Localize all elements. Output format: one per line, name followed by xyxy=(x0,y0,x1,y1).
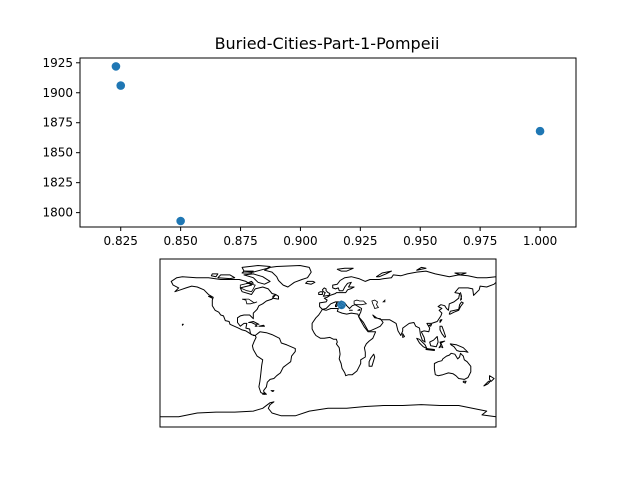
landmass-vancouver-island xyxy=(208,295,213,299)
landmass-svalbard xyxy=(336,267,354,272)
landmass-sakhalin xyxy=(460,292,462,301)
scatter-point xyxy=(535,126,545,136)
landmass-hainan xyxy=(428,323,433,327)
landmass-baffin-island xyxy=(243,273,271,285)
great-lakes xyxy=(241,298,258,305)
y-tick-label: 1850 xyxy=(42,146,73,160)
landmass-australia xyxy=(433,352,472,380)
x-tick-label: 0.825 xyxy=(104,234,138,248)
y-tick-label: 1900 xyxy=(42,86,73,100)
landmass-cyprus xyxy=(357,308,361,311)
landmass-caribbean-jamaica xyxy=(254,324,258,327)
hudson-bay xyxy=(239,282,256,293)
landmass-africa xyxy=(311,308,377,377)
chart-title: Buried-Cities-Part-1-Pompeii xyxy=(215,34,440,53)
landmass-borneo xyxy=(429,336,439,348)
landmass-falklands xyxy=(270,390,275,392)
world-map xyxy=(159,258,497,428)
y-tick-label: 1875 xyxy=(42,116,73,130)
landmass-newfoundland xyxy=(272,294,279,300)
landmass-japan xyxy=(448,301,464,315)
landmass-antarctica xyxy=(160,401,496,427)
map-point xyxy=(337,300,346,310)
x-tick-label: 1.000 xyxy=(523,234,557,248)
landmass-ireland xyxy=(318,291,323,295)
scatter-point xyxy=(111,62,121,71)
x-tick-label: 0.925 xyxy=(343,234,377,248)
landmass-tierra-del-fuego xyxy=(262,392,267,395)
scatter-plot: 0.825 0.850 0.875 0.900 0.925 0.950 0.975 1.000… xyxy=(42,56,577,248)
landmass-victoria-island xyxy=(217,274,236,280)
y-tick-label: 1925 xyxy=(42,56,73,70)
x-tick-label: 0.875 xyxy=(223,234,257,248)
plot-frame xyxy=(79,57,577,228)
x-tick-label: 0.900 xyxy=(283,234,317,248)
landmass-hawaii xyxy=(181,323,184,326)
landmass-taiwan xyxy=(439,319,443,323)
aral-sea xyxy=(382,299,386,303)
landmass-madagascar xyxy=(368,353,376,367)
y-tick-label: 1800 xyxy=(42,206,73,220)
map-frame xyxy=(159,258,497,428)
landmass-sulawesi xyxy=(438,340,446,349)
landmass-devon-island xyxy=(241,270,254,274)
landmass-north-america xyxy=(170,276,277,336)
scatter-point xyxy=(116,81,126,90)
landmass-cuba xyxy=(248,321,260,325)
landmass-java xyxy=(425,348,435,351)
scatter-point xyxy=(176,216,185,226)
landmass-southampton-island xyxy=(246,280,254,284)
landmass-eurasia xyxy=(319,270,496,343)
landmass-iceland xyxy=(305,280,316,285)
landmass-new-guinea xyxy=(449,343,469,353)
landmass-greenland xyxy=(264,265,312,288)
caspian-sea xyxy=(371,299,380,309)
landmass-sardinia xyxy=(335,304,338,308)
black-sea xyxy=(353,299,368,306)
landmass-hispaniola xyxy=(258,324,265,327)
x-tick-label: 0.850 xyxy=(163,234,197,248)
landmass-corsica xyxy=(335,302,338,305)
x-tick-label: 0.975 xyxy=(463,234,497,248)
landmass-severnaya-zemlya xyxy=(416,266,427,271)
y-tick-label: 1825 xyxy=(42,176,73,190)
landmass-british-isles xyxy=(321,287,331,297)
landmass-novaya-zemlya xyxy=(376,270,392,278)
landmass-south-america xyxy=(251,331,296,395)
landmass-banks-island xyxy=(210,273,219,278)
landmass-philippines xyxy=(439,325,447,338)
x-tick-label: 0.950 xyxy=(403,234,437,248)
landmass-new-zealand-north xyxy=(489,375,495,382)
landmass-ellesmere-island xyxy=(241,265,271,273)
landmass-new-zealand-south xyxy=(483,380,491,387)
landmass-new-siberian-islands xyxy=(454,272,467,276)
landmass-sri-lanka xyxy=(402,333,405,338)
landmass-tasmania xyxy=(462,380,467,384)
